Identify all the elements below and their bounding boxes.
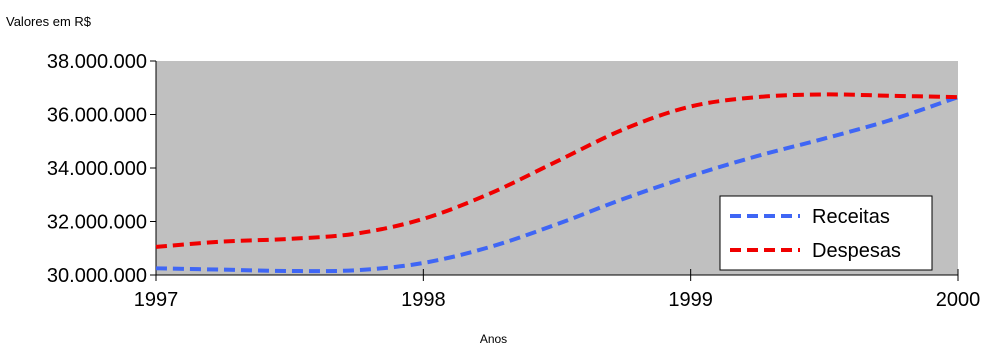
x-axis: 1997 1998 1999 2000 [134, 269, 981, 311]
y-tick-label: 32.000.000 [47, 212, 147, 234]
x-tick-label: 1998 [401, 289, 446, 311]
x-axis-title: Anos [479, 332, 508, 346]
x-tick-label: 2000 [936, 289, 981, 311]
x-tick-label: 1999 [668, 289, 713, 311]
y-tick-label: 36.000.000 [47, 105, 147, 127]
y-axis-title: Valores em R$ [6, 14, 92, 29]
series-line-receitas [155, 95, 959, 274]
legend: Receitas Despesas [719, 195, 933, 271]
y-tick-label: 34.000.000 [47, 158, 147, 180]
legend-box [719, 195, 933, 271]
legend-label-receitas: Receitas [812, 206, 890, 228]
x-tick-label: 1997 [134, 289, 179, 311]
y-tick-label: 30.000.000 [47, 265, 147, 287]
legend-label-despesas: Despesas [812, 240, 901, 262]
series-line-despesas [155, 92, 959, 249]
series-lines [155, 92, 959, 274]
y-tick-label: 38.000.000 [47, 51, 147, 73]
y-axis: 30.000.000 32.000.000 34.000.000 36.000.000… [47, 51, 157, 287]
